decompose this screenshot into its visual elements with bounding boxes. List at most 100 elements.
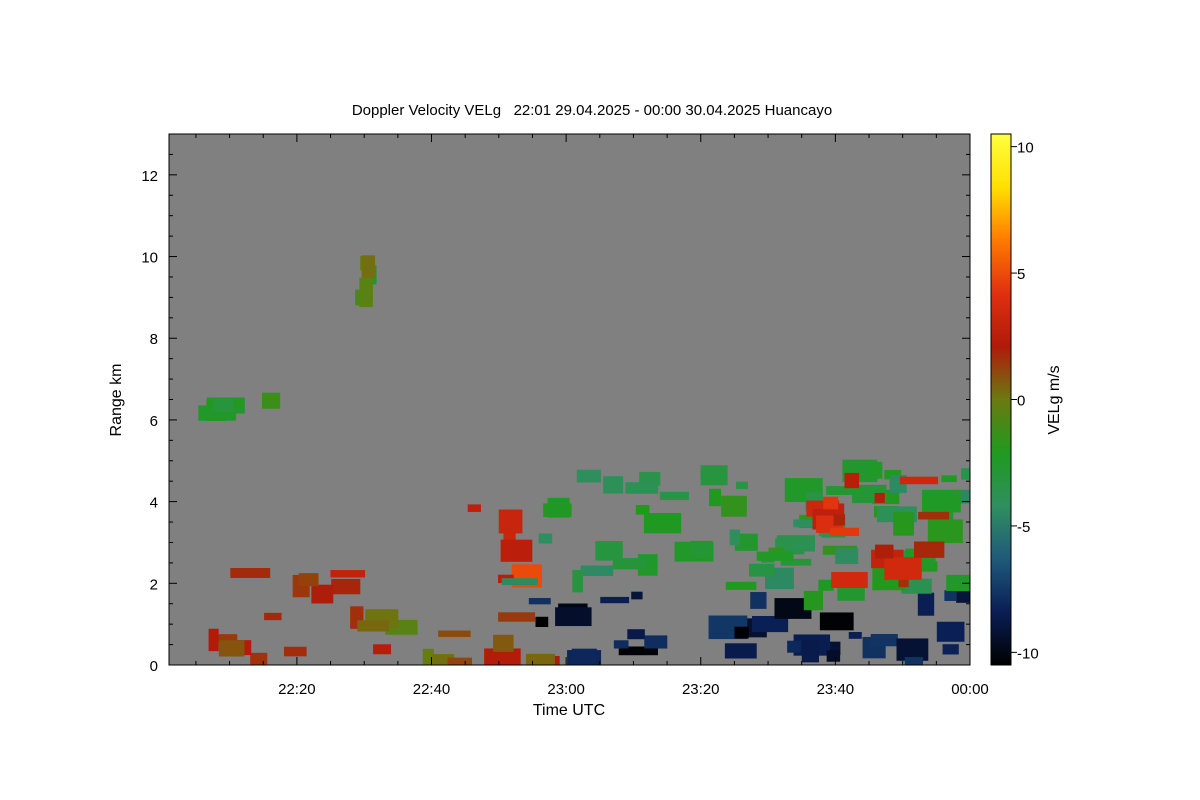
velocity-cell	[724, 643, 757, 659]
velocity-cell	[331, 578, 361, 595]
velocity-cell	[311, 584, 334, 604]
y-tick-label: 0	[150, 658, 158, 675]
y-axis-label: Range km	[108, 364, 125, 437]
velocity-cell	[875, 544, 894, 559]
velocity-cell	[830, 527, 860, 537]
velocity-cell	[803, 590, 824, 611]
velocity-cell	[580, 565, 614, 576]
velocity-cell	[899, 476, 939, 485]
velocity-cell	[631, 591, 643, 600]
velocity-cell	[946, 574, 970, 592]
velocity-cell	[613, 640, 629, 649]
velocity-cell	[961, 468, 970, 480]
velocity-cell	[826, 650, 841, 662]
velocity-cell	[230, 567, 271, 578]
velocity-cell	[787, 640, 801, 653]
velocity-cell	[833, 514, 845, 526]
velocity-cell	[627, 629, 645, 640]
velocity-cell	[212, 398, 234, 413]
velocity-region	[208, 606, 560, 665]
velocity-cell	[936, 621, 965, 642]
velocity-cell	[357, 620, 390, 632]
y-axis: 0 2 4 6 8 10 12	[141, 133, 970, 675]
velocity-cell	[209, 634, 238, 643]
velocity-cell	[208, 628, 219, 652]
velocity-cell	[901, 578, 932, 594]
x-tick-label: 00:00	[951, 681, 989, 698]
velocity-cell	[700, 465, 728, 486]
velocity-echoes	[198, 255, 970, 665]
velocity-cell	[893, 512, 914, 536]
velocity-cell	[831, 571, 868, 589]
velocity-cell	[250, 652, 268, 665]
velocity-cell	[612, 558, 646, 570]
velocity-cell	[690, 540, 713, 557]
colorbar-tick-label: -10	[1017, 645, 1039, 662]
x-tick-label: 23:20	[682, 681, 720, 698]
velocity-cell	[721, 495, 747, 517]
velocity-cell	[848, 632, 862, 639]
velocity-cell	[874, 492, 885, 503]
colorbar-tick-label: 0	[1017, 393, 1025, 410]
x-axis-label: Time UTC	[533, 702, 605, 719]
velocity-cell	[725, 581, 757, 590]
velocity-cell	[709, 488, 722, 507]
velocity-cell	[793, 519, 817, 528]
velocity-cell	[835, 548, 859, 565]
velocity-cell	[373, 644, 392, 655]
y-tick-label: 12	[141, 168, 158, 185]
velocity-cell	[941, 475, 957, 483]
velocity-cell	[298, 573, 319, 587]
velocity-cell	[927, 519, 963, 544]
y-tick-label: 2	[150, 576, 158, 593]
velocity-cell	[659, 491, 690, 501]
velocity-cell	[447, 657, 473, 665]
velocity-cell	[844, 472, 860, 489]
velocity-cell	[264, 612, 282, 621]
velocity-cell	[643, 512, 682, 534]
velocity-cell	[576, 469, 601, 483]
velocity-cell	[432, 654, 455, 665]
y-tick-label: 4	[150, 495, 158, 512]
velocity-region	[230, 567, 366, 604]
velocity-cell	[748, 563, 775, 577]
x-tick-label: 23:00	[547, 681, 585, 698]
velocity-cell	[801, 640, 819, 663]
colorbar-label: VELg m/s	[1046, 365, 1063, 434]
colorbar-tick-label: 10	[1017, 140, 1034, 157]
velocity-region	[528, 590, 970, 665]
colorbar	[990, 133, 1012, 666]
velocity-cell	[734, 626, 749, 639]
velocity-cell	[904, 657, 924, 665]
velocity-cell	[218, 640, 245, 657]
velocity-cell	[942, 644, 959, 655]
velocity-cell	[261, 392, 281, 409]
x-tick-label: 22:20	[278, 681, 316, 698]
x-axis: 22:20 22:40 23:00 23:20 23:40 00:00	[195, 134, 989, 698]
velocity-region	[806, 472, 950, 589]
velocity-cell	[635, 505, 650, 515]
velocity-cell	[535, 616, 549, 627]
velocity-cell	[823, 496, 839, 510]
velocity-cell	[528, 597, 551, 605]
velocity-cell	[791, 542, 815, 549]
velocity-cell	[498, 509, 523, 534]
velocity-cell	[618, 646, 658, 656]
velocity-cell	[750, 592, 767, 609]
velocity-region	[355, 255, 377, 308]
velocity-cell	[547, 497, 570, 518]
velocity-cell	[498, 612, 536, 622]
velocity-cell	[918, 511, 950, 520]
velocity-region	[198, 392, 281, 421]
velocity-cell	[729, 529, 741, 546]
velocity-cell	[330, 570, 366, 578]
x-tick-label: 23:40	[817, 681, 855, 698]
velocity-cell	[780, 558, 812, 566]
velocity-cell	[500, 539, 533, 562]
velocity-cell	[493, 634, 514, 652]
velocity-cell	[571, 648, 597, 665]
y-tick-label: 6	[150, 413, 158, 430]
chart-title: Doppler Velocity VELg 22:01 29.04.2025 -…	[352, 102, 832, 119]
velocity-cell	[870, 634, 898, 647]
